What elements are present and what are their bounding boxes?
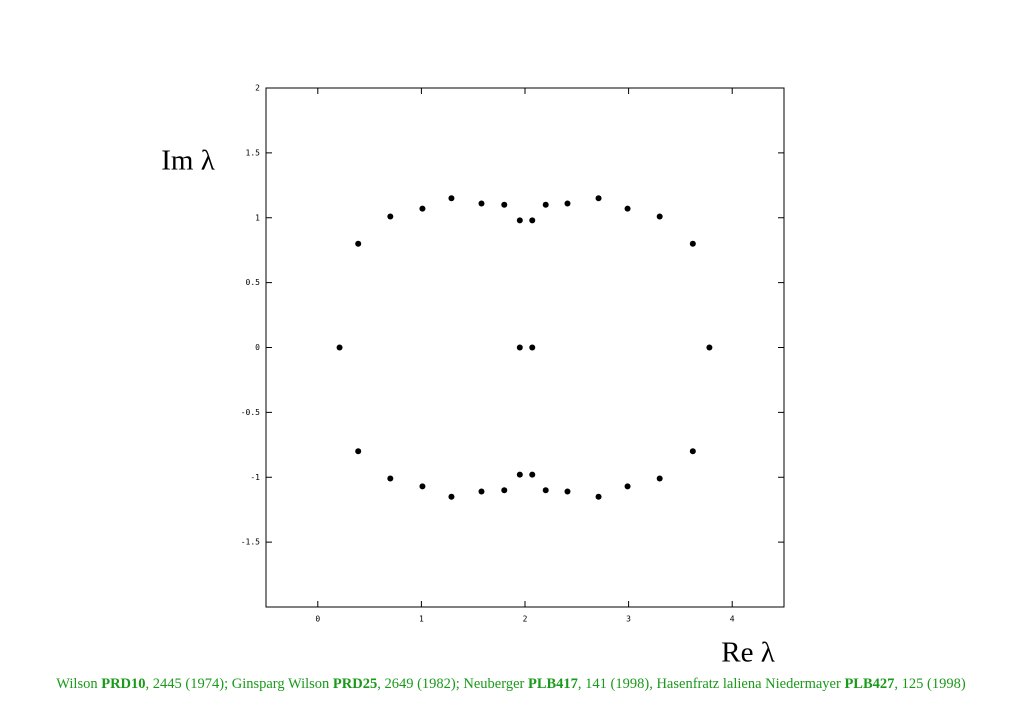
y-tick-label: -1 (250, 473, 260, 482)
point (448, 493, 455, 500)
footer-part: PLB417 (528, 676, 578, 692)
point (689, 240, 696, 247)
point (336, 344, 343, 351)
point (564, 200, 571, 207)
point (529, 344, 536, 351)
point (542, 201, 549, 208)
footer-part: , 2649 (1982); Neuberger (377, 676, 528, 692)
y-tick-label: 1.5 (246, 148, 261, 157)
point (516, 344, 523, 351)
point (478, 200, 485, 207)
point (419, 483, 426, 490)
y-tick-label: 0.5 (246, 278, 261, 287)
point (542, 487, 549, 494)
footer-part: , 141 (1998), Hasenfratz laliena Niederm… (578, 676, 845, 692)
point (595, 195, 602, 202)
point (419, 205, 426, 212)
x-tick-label: 0 (315, 615, 320, 624)
x-axis-label: Re λ (721, 637, 775, 669)
x-tick-label: 1 (419, 615, 424, 624)
point (501, 201, 508, 208)
point (529, 471, 536, 478)
point (706, 344, 713, 351)
footer-part: PRD25 (333, 676, 377, 692)
point (387, 213, 394, 220)
footer-part: , 2445 (1974); Ginsparg Wilson (146, 676, 333, 692)
point (448, 195, 455, 202)
point (516, 217, 523, 224)
point (478, 488, 485, 495)
footer-part: , 125 (1998) (894, 676, 965, 692)
point (624, 483, 631, 490)
point (656, 213, 663, 220)
footer-part: PLB427 (844, 676, 894, 692)
footer: Wilson PRD10, 2445 (1974); Ginsparg Wils… (56, 676, 966, 692)
footer-part: Wilson (56, 676, 101, 692)
x-tick-label: 3 (626, 615, 631, 624)
point (529, 217, 536, 224)
point (387, 475, 394, 482)
y-tick-label: 0 (255, 343, 260, 352)
plot-frame (265, 87, 785, 608)
y-axis-label: Im λ (161, 145, 215, 177)
point (501, 487, 508, 494)
y-tick-label: 1 (255, 213, 260, 222)
point (595, 493, 602, 500)
y-tick-label: 2 (255, 84, 260, 93)
point (624, 205, 631, 212)
footer-part: PRD10 (101, 676, 145, 692)
point (564, 488, 571, 495)
y-tick-label: -1.5 (241, 538, 260, 547)
point (355, 240, 362, 247)
point (689, 448, 696, 455)
y-tick-label: -0.5 (241, 408, 260, 417)
point (516, 471, 523, 478)
x-tick-label: 4 (730, 615, 735, 624)
point (656, 475, 663, 482)
point (355, 448, 362, 455)
x-tick-label: 2 (523, 615, 528, 624)
